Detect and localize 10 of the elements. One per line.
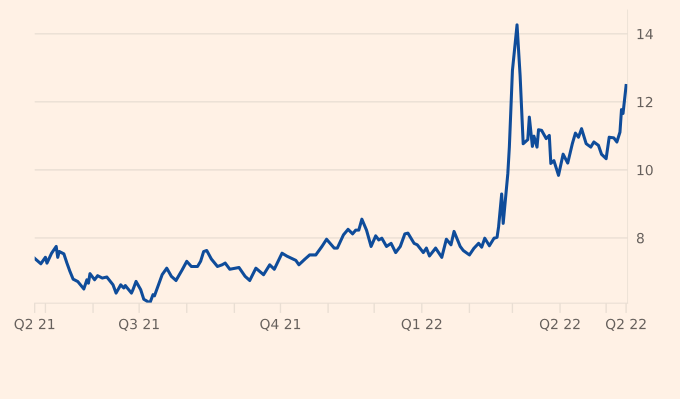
y-tick-label: 10 — [638, 164, 653, 176]
y-tick-label: 12 — [638, 96, 652, 108]
x-tick-label: Q4 21 — [260, 318, 300, 331]
x-tick-label: Q1 22 — [402, 318, 442, 331]
x-tick-label: Q2 22 — [540, 318, 580, 331]
x-tick-label: Q2 22 — [606, 318, 646, 331]
y-tick-label: 14 — [638, 28, 653, 40]
x-tick-label: Q2 21 — [14, 318, 54, 331]
y-tick-label: 8 — [636, 232, 644, 244]
x-tick-label: Q3 21 — [118, 318, 159, 331]
